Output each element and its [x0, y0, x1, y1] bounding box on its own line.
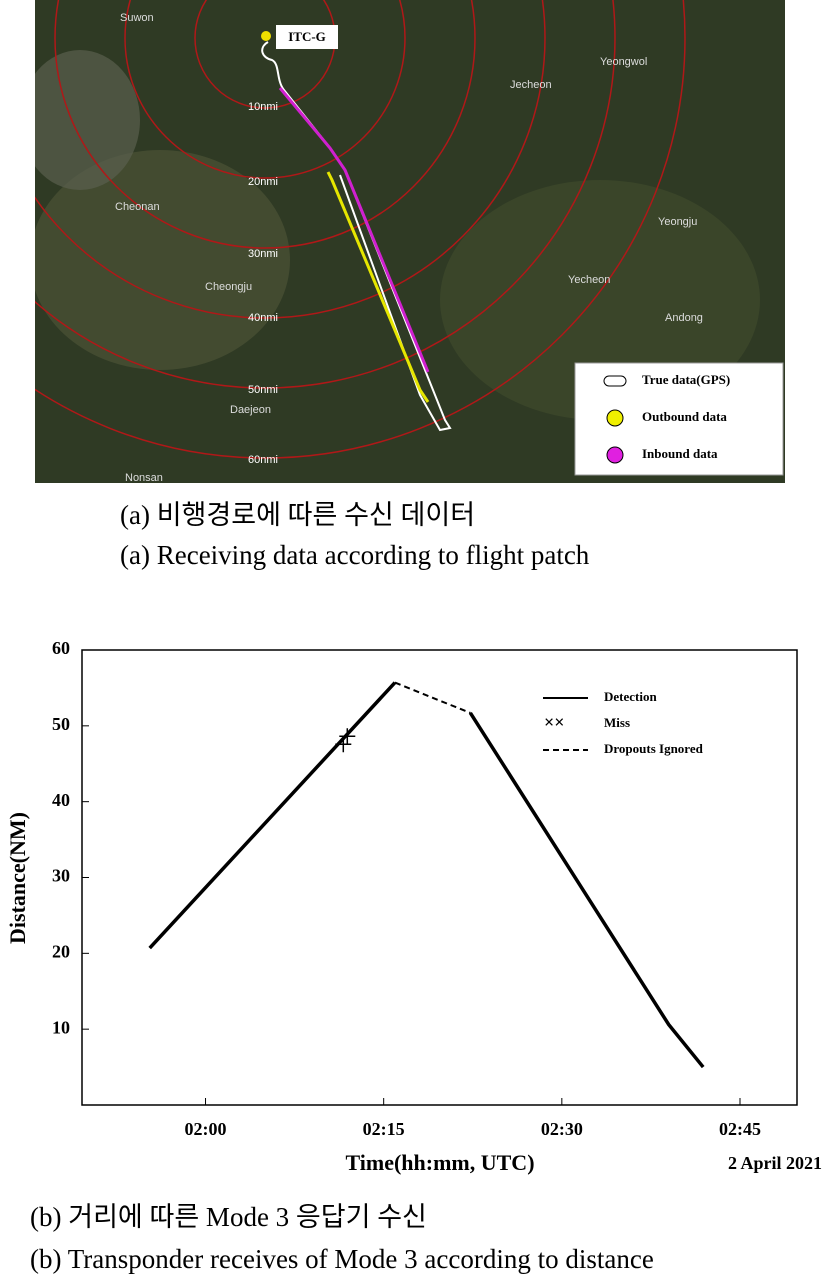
range-ring	[35, 0, 686, 459]
city-label: Daejeon	[230, 404, 271, 416]
legend-label: True data(GPS)	[642, 372, 730, 387]
range-ring	[54, 0, 476, 249]
x-tick-label: 02:45	[719, 1119, 761, 1139]
detection-line	[148, 681, 705, 1069]
legend-label: Miss	[604, 715, 630, 730]
gps-track	[261, 41, 452, 432]
dropout-line	[394, 681, 471, 714]
annotation: 2 April 2021	[728, 1153, 822, 1173]
y-tick-label: 10	[52, 1017, 70, 1037]
ring-label: 50nmi	[248, 384, 278, 396]
city-label: Jecheon	[510, 79, 552, 91]
y-tick-label: 40	[52, 790, 70, 810]
city-label: Yecheon	[568, 274, 610, 286]
ring-label: 10nmi	[248, 101, 278, 113]
y-tick-label: 60	[52, 638, 70, 658]
legend-label: Dropouts Ignored	[604, 741, 704, 756]
range-ring	[35, 0, 616, 389]
ring-label: 20nmi	[248, 176, 278, 188]
ring-label: 40nmi	[248, 312, 278, 324]
caption: (a) 비행경로에 따른 수신 데이터	[120, 500, 475, 530]
terrain	[35, 0, 760, 459]
site-pin	[261, 31, 271, 41]
legend-label: Outbound data	[642, 409, 727, 424]
legend-label: Detection	[604, 689, 657, 704]
legend-swatch: ××	[544, 712, 565, 732]
y-tick-label: 30	[52, 866, 70, 886]
x-tick-label: 02:00	[185, 1119, 227, 1139]
miss-marker	[335, 728, 356, 753]
y-tick-label: 20	[52, 941, 70, 961]
caption: (b) Transponder receives of Mode 3 accor…	[30, 1244, 654, 1274]
city-label: Nonsan	[125, 472, 163, 484]
city-label: Yeongju	[658, 216, 697, 228]
legend-swatch	[606, 446, 624, 464]
legend-swatch	[603, 375, 627, 387]
inbound-track	[278, 87, 430, 373]
site-label-box	[276, 25, 338, 49]
caption: (a) Receiving data according to flight p…	[120, 540, 590, 570]
y-tick-label: 50	[52, 714, 70, 734]
ring-label: 30nmi	[248, 248, 278, 260]
caption: (b) 거리에 따른 Mode 3 응답기 수신	[30, 1202, 427, 1232]
map: ITC-G 10nmi 20nmi 30nmi 40nmi 50nmi 60nm…	[35, 0, 785, 484]
legend-swatch	[606, 409, 624, 427]
city-label: Cheonan	[115, 201, 160, 213]
x-axis-label: Time(hh:mm, UTC)	[345, 1150, 534, 1175]
range-ring	[35, 0, 546, 319]
ring-label: 60nmi	[248, 454, 278, 466]
outbound-track	[326, 171, 430, 403]
city-label: Suwon	[120, 12, 154, 24]
y-axis-label: Distance(NM)	[5, 812, 30, 944]
range-ring	[124, 0, 406, 179]
x-tick-label: 02:30	[541, 1119, 583, 1139]
city-label: Yeongwol	[600, 56, 647, 68]
city-label: Andong	[665, 312, 703, 324]
x-tick-label: 02:15	[363, 1119, 405, 1139]
legend-label: Inbound data	[642, 446, 718, 461]
site-label: ITC-G	[288, 29, 326, 44]
city-label: Cheongju	[205, 281, 252, 293]
plot-frame	[81, 649, 798, 1106]
